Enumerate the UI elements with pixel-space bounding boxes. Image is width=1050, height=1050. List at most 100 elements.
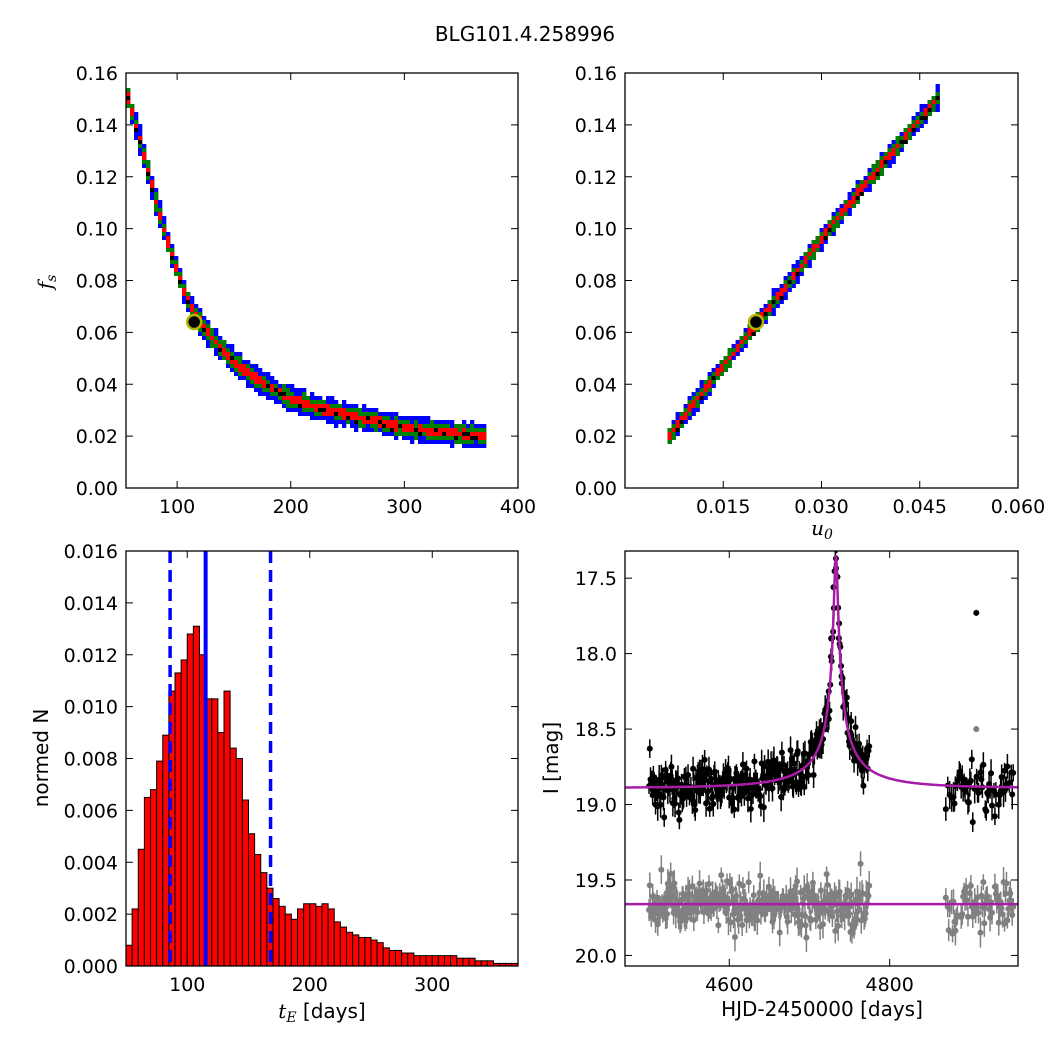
confidence-region-1: [807, 252, 812, 256]
y-axis-tick-label: 0.006: [64, 800, 118, 822]
y-axis-tick-label: 17.5: [575, 568, 617, 590]
confidence-region-1: [370, 416, 375, 424]
confidence-region-1: [358, 416, 363, 420]
histogram-bar: [382, 947, 390, 966]
confidence-region-1: [478, 432, 483, 440]
confidence-region-1: [683, 412, 688, 420]
confidence-region-1: [695, 396, 700, 400]
confidence-region-1: [310, 404, 315, 408]
secondary-data-point: [694, 909, 701, 916]
x-axis-label: tE [days]: [278, 999, 365, 1026]
histogram-bar: [425, 955, 433, 966]
primary-data-point: [848, 718, 855, 725]
confidence-region-1: [406, 424, 411, 432]
confidence-region-1: [855, 188, 860, 196]
secondary-data-point: [696, 880, 703, 887]
secondary-data-point: [807, 917, 814, 924]
confidence-region-1: [739, 340, 744, 344]
primary-data-point: [794, 748, 801, 755]
histogram-bar: [303, 903, 311, 966]
y-axis-tick-label: 0.00: [76, 478, 118, 500]
primary-data-point: [729, 794, 736, 801]
confidence-region-1: [158, 212, 163, 220]
secondary-data-point: [844, 887, 851, 894]
confidence-region-1: [879, 160, 884, 168]
best-region-cell: [322, 408, 326, 412]
x-axis-tick-label: 200: [292, 974, 328, 996]
secondary-data-point: [963, 884, 970, 891]
primary-data-point: [676, 816, 683, 823]
best-region-cell: [230, 356, 234, 360]
confidence-region-1: [747, 328, 752, 336]
primary-data-point: [969, 819, 976, 826]
x-axis-label-subscript: E: [285, 1010, 296, 1026]
confidence-region-1: [350, 412, 355, 420]
histogram-bar: [413, 955, 421, 966]
y-axis-tick-label: 18.5: [575, 719, 617, 741]
primary-data-point: [834, 538, 840, 544]
secondary-data-point: [989, 909, 996, 916]
confidence-region-1: [270, 384, 275, 392]
secondary-data-point: [979, 904, 986, 911]
best-region-cell: [935, 96, 940, 100]
x-axis-tick-label: 100: [159, 496, 195, 518]
primary-data-point: [843, 694, 850, 701]
confidence-region-1: [835, 216, 840, 220]
confidence-region-1: [767, 304, 772, 312]
histogram-bar: [401, 952, 409, 966]
histogram-bar: [241, 799, 249, 966]
confidence-region-1: [150, 180, 155, 192]
confidence-region-1: [839, 208, 844, 216]
best-region-cell: [462, 432, 466, 436]
primary-data-point: [743, 765, 750, 772]
secondary-data-point: [975, 909, 982, 916]
x-axis-tick-label: 0.045: [893, 496, 947, 518]
confidence-region-1: [238, 364, 243, 372]
confidence-region-1: [454, 428, 459, 440]
y-axis-tick-label: 0.12: [76, 167, 118, 189]
heatmap-cells: [126, 88, 487, 448]
confidence-region-1: [174, 264, 179, 272]
primary-data-point: [942, 806, 949, 813]
secondary-data-point: [967, 882, 974, 889]
best-region-cell: [218, 348, 222, 352]
y-axis-label: I [mag]: [539, 722, 563, 794]
best-region-cell: [298, 404, 302, 408]
primary-data-point: [692, 807, 699, 814]
panel-fs-vs-te: 100 200 300 400 0.00 0.02 0.04 0.06 0.08 0.10 0.12…: [33, 63, 536, 518]
secondary-data-point: [977, 929, 984, 936]
confidence-region-1: [843, 204, 848, 212]
secondary-data-point: [1004, 917, 1011, 924]
primary-data-point: [977, 769, 984, 776]
secondary-data-point: [866, 882, 873, 889]
confidence-region-1: [859, 184, 864, 192]
histogram-bar: [456, 957, 464, 966]
histogram-bar: [180, 659, 188, 966]
histogram-bar: [284, 913, 292, 966]
histogram-bar: [223, 690, 231, 966]
confidence-region-1: [759, 312, 764, 320]
confidence-region-1: [314, 404, 319, 412]
primary-data-point: [991, 813, 998, 820]
confidence-region-1: [374, 416, 379, 424]
histogram-bar: [358, 936, 366, 966]
confidence-region-1: [294, 396, 299, 404]
secondary-data-point: [1007, 890, 1014, 897]
primary-data-point: [852, 724, 859, 731]
secondary-data-point: [857, 860, 864, 867]
primary-data-point: [973, 609, 980, 616]
confidence-region-1: [707, 380, 712, 388]
y-axis-tick-label: 0.08: [76, 271, 118, 293]
secondary-data-point: [964, 913, 971, 920]
confidence-region-1: [222, 348, 227, 356]
primary-data-point: [1006, 779, 1013, 786]
x-axis-tick-label: 4600: [705, 974, 753, 996]
y-axis-tick-label: 19.0: [575, 795, 617, 817]
confidence-region-1: [895, 144, 900, 148]
histogram-bar: [315, 905, 323, 966]
secondary-data-point: [963, 897, 970, 904]
x-axis-label-base: u: [811, 516, 824, 540]
best-region-cell: [763, 312, 768, 316]
histogram-bar: [162, 734, 170, 966]
confidence-region-1: [226, 352, 231, 360]
